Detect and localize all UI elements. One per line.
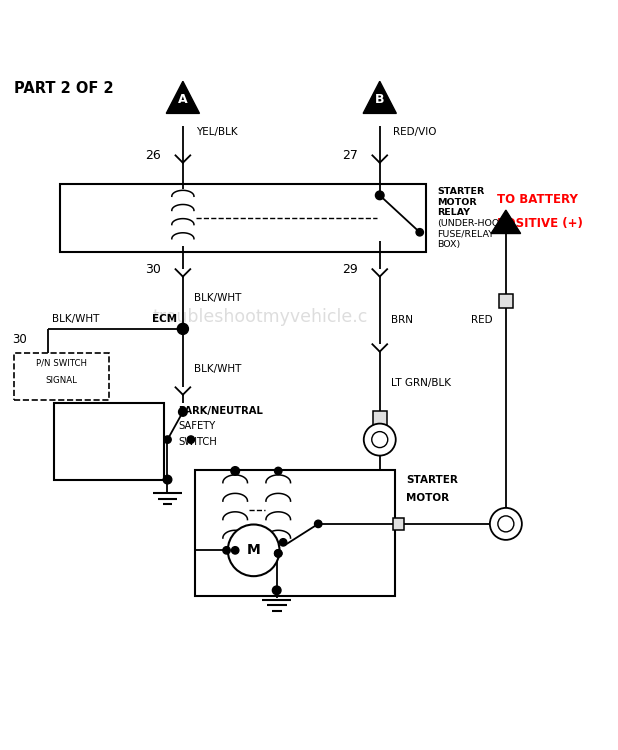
Text: POSITIVE (+): POSITIVE (+) bbox=[497, 217, 583, 229]
Circle shape bbox=[164, 436, 171, 443]
Circle shape bbox=[498, 516, 514, 532]
Text: (UNDER-HOOD: (UNDER-HOOD bbox=[437, 219, 507, 228]
Text: 27: 27 bbox=[342, 148, 358, 162]
Text: A: A bbox=[178, 92, 188, 106]
Bar bbox=[499, 295, 513, 308]
Circle shape bbox=[177, 323, 188, 334]
Text: 30: 30 bbox=[145, 262, 161, 276]
Text: troubleshootmyvehicle.c: troubleshootmyvehicle.c bbox=[152, 308, 368, 326]
Text: RED: RED bbox=[471, 315, 493, 325]
Polygon shape bbox=[363, 81, 396, 113]
Bar bbox=[60, 184, 426, 252]
Circle shape bbox=[223, 547, 231, 554]
Text: YEL/BLK: YEL/BLK bbox=[197, 127, 238, 137]
Bar bbox=[54, 403, 164, 479]
Text: BOX): BOX) bbox=[437, 240, 460, 249]
Text: SWITCH: SWITCH bbox=[178, 436, 217, 446]
Text: FUSE/RELAY: FUSE/RELAY bbox=[437, 230, 494, 238]
Text: MOTOR: MOTOR bbox=[406, 493, 449, 502]
Text: STARTER: STARTER bbox=[406, 476, 458, 485]
Text: STARTER: STARTER bbox=[437, 188, 485, 196]
Text: SAFETY: SAFETY bbox=[178, 422, 215, 431]
Circle shape bbox=[187, 436, 195, 443]
Circle shape bbox=[274, 550, 282, 557]
Circle shape bbox=[228, 524, 279, 576]
Text: BLK/WHT: BLK/WHT bbox=[194, 293, 241, 303]
Text: RELAY: RELAY bbox=[437, 209, 470, 218]
Text: LT GRN/BLK: LT GRN/BLK bbox=[391, 378, 451, 388]
Polygon shape bbox=[491, 210, 520, 233]
Text: 30: 30 bbox=[12, 333, 27, 346]
Bar bbox=[195, 470, 395, 596]
Bar bbox=[373, 411, 386, 424]
Text: P/N SWITCH: P/N SWITCH bbox=[36, 358, 87, 368]
Text: BRN: BRN bbox=[391, 315, 413, 325]
Circle shape bbox=[315, 520, 322, 527]
Bar bbox=[393, 518, 404, 530]
Circle shape bbox=[232, 547, 239, 554]
Text: 26: 26 bbox=[146, 148, 161, 162]
Circle shape bbox=[274, 467, 282, 475]
Text: BLK/WHT: BLK/WHT bbox=[53, 314, 100, 324]
Circle shape bbox=[364, 424, 396, 455]
Circle shape bbox=[163, 476, 172, 484]
Circle shape bbox=[372, 431, 387, 448]
Circle shape bbox=[279, 538, 287, 546]
Circle shape bbox=[231, 466, 240, 476]
Text: MOTOR: MOTOR bbox=[437, 198, 476, 207]
Polygon shape bbox=[166, 81, 200, 113]
Text: M: M bbox=[247, 543, 261, 557]
Text: 29: 29 bbox=[342, 262, 358, 276]
Text: TO BATTERY: TO BATTERY bbox=[497, 194, 577, 206]
Circle shape bbox=[179, 407, 187, 416]
Text: BLK/WHT: BLK/WHT bbox=[194, 364, 241, 374]
Circle shape bbox=[274, 550, 282, 557]
Circle shape bbox=[376, 191, 384, 200]
Bar bbox=[14, 353, 109, 400]
Circle shape bbox=[490, 508, 522, 540]
Text: ECM: ECM bbox=[151, 314, 177, 324]
Circle shape bbox=[416, 229, 423, 236]
Text: PARK/NEUTRAL: PARK/NEUTRAL bbox=[178, 406, 263, 416]
Text: B: B bbox=[375, 92, 384, 106]
Text: PART 2 OF 2: PART 2 OF 2 bbox=[14, 81, 113, 96]
Text: RED/VIO: RED/VIO bbox=[393, 127, 437, 137]
Circle shape bbox=[273, 586, 281, 595]
Text: SIGNAL: SIGNAL bbox=[46, 376, 77, 385]
